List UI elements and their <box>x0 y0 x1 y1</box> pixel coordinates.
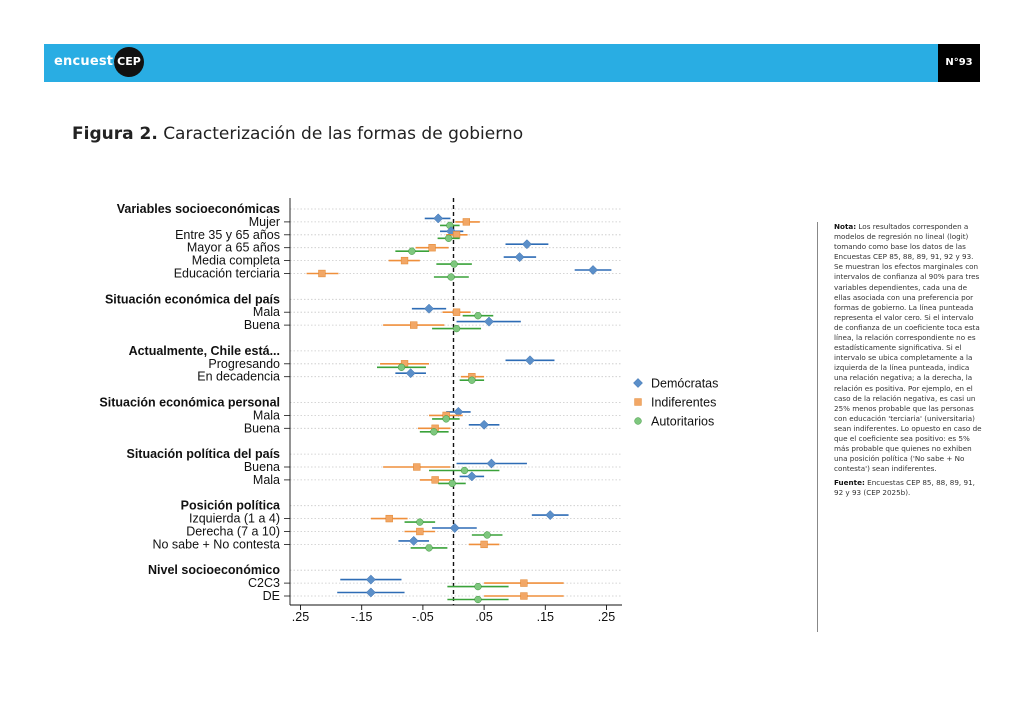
row-label: Izquierda (1 a 4) <box>189 512 280 526</box>
point-estimate <box>588 265 598 275</box>
point-estimate <box>449 523 460 533</box>
x-tick-label: .15 <box>537 610 554 624</box>
row-label: Progresando <box>208 357 280 371</box>
point-estimate <box>416 518 424 526</box>
point-estimate <box>483 531 491 539</box>
row-label: Media completa <box>192 254 280 268</box>
row-label: Entre 35 y 65 años <box>175 228 280 242</box>
header-bar: encuesta CEP N°93 <box>44 44 980 82</box>
point-estimate <box>474 312 482 320</box>
point-estimate <box>453 406 464 417</box>
point-estimate <box>452 231 461 239</box>
group-title: Nivel socioeconómico <box>148 563 280 577</box>
row-label: En decadencia <box>197 370 280 384</box>
point-estimate <box>474 595 482 604</box>
point-estimate <box>452 308 461 316</box>
point-estimate <box>425 544 433 552</box>
row-label: Mayor a 65 años <box>187 241 280 255</box>
point-estimate <box>452 324 461 333</box>
row-label: Buena <box>244 318 280 332</box>
point-estimate <box>479 419 490 430</box>
legend-label: Autoritarios <box>651 415 714 429</box>
point-estimate <box>365 574 376 585</box>
point-estimate <box>520 592 528 600</box>
x-tick-label: -.05 <box>412 610 434 624</box>
row-label: Educación terciaria <box>174 267 280 281</box>
point-estimate <box>424 303 434 314</box>
source-text: Encuestas CEP 85, 88, 89, 91, 92 y 93 (C… <box>834 478 975 498</box>
row-label: Mala <box>253 408 280 422</box>
point-estimate <box>416 527 424 536</box>
point-estimate <box>430 428 438 436</box>
point-estimate <box>521 239 532 250</box>
x-tick-label: .25 <box>292 610 309 624</box>
brand-text: encuesta <box>54 54 123 69</box>
point-estimate <box>428 244 436 252</box>
source-label: Fuente: <box>834 478 865 488</box>
side-divider <box>817 222 818 632</box>
point-estimate <box>466 471 477 482</box>
point-estimate <box>468 376 476 384</box>
x-tick-label: .25 <box>598 610 615 624</box>
point-estimate <box>400 256 409 265</box>
legend-label: Demócratas <box>651 377 718 391</box>
row-label: Mala <box>253 305 280 319</box>
point-estimate <box>410 321 418 329</box>
point-estimate <box>318 269 326 278</box>
x-tick-label: -.15 <box>351 610 373 624</box>
figure-label: Figura 2. <box>72 124 158 144</box>
row-label: No sabe + No contesta <box>152 537 280 551</box>
point-estimate <box>486 458 497 469</box>
point-estimate <box>545 510 556 521</box>
point-estimate <box>408 247 416 255</box>
row-label: DE <box>263 589 280 603</box>
row-label: Derecha (7 a 10) <box>186 525 280 539</box>
legend-marker <box>634 398 642 406</box>
note-label: Nota: <box>834 222 857 231</box>
group-title: Situación política del país <box>126 447 280 461</box>
group-title: Variables socioeconómicas <box>117 202 280 216</box>
point-estimate <box>525 355 535 366</box>
point-estimate <box>460 466 469 475</box>
row-label: Buena <box>244 460 280 474</box>
row-label: Buena <box>244 421 280 435</box>
issue-number: N°93 <box>938 44 980 82</box>
point-estimate <box>474 582 482 591</box>
point-estimate <box>514 252 525 263</box>
cep-logo: CEP <box>114 47 144 77</box>
legend-marker <box>634 417 642 425</box>
row-label: Mala <box>253 473 280 487</box>
group-title: Situación económica personal <box>99 396 280 410</box>
point-estimate <box>431 476 439 484</box>
point-estimate <box>462 218 471 226</box>
point-estimate <box>385 514 393 523</box>
point-estimate <box>444 234 453 242</box>
figure-title: Figura 2. Caracterización de las formas … <box>72 124 523 144</box>
point-estimate <box>433 213 444 224</box>
point-estimate <box>450 260 458 268</box>
point-estimate <box>448 479 456 488</box>
row-label: Mujer <box>249 215 280 229</box>
x-tick-label: .05 <box>475 610 492 624</box>
point-estimate <box>484 316 494 327</box>
point-estimate <box>447 273 455 281</box>
point-estimate <box>413 463 421 471</box>
point-estimate <box>405 368 416 379</box>
point-estimate <box>397 363 406 371</box>
group-title: Actualmente, Chile está... <box>129 344 280 358</box>
legend-marker <box>633 378 643 388</box>
point-estimate <box>365 587 376 598</box>
note-panel: Nota: Los resultados corresponden a mode… <box>834 222 982 503</box>
point-estimate <box>442 415 450 423</box>
row-label: C2C3 <box>248 576 280 590</box>
figure-title-text: Caracterización de las formas de gobiern… <box>163 124 524 144</box>
legend-label: Indiferentes <box>651 396 716 410</box>
point-estimate <box>520 579 528 587</box>
note-text: Los resultados corresponden a modelos de… <box>834 222 982 474</box>
group-title: Situación económica del país <box>105 292 280 306</box>
point-estimate <box>480 540 488 549</box>
point-estimate <box>408 535 419 546</box>
group-title: Posición política <box>181 499 281 513</box>
